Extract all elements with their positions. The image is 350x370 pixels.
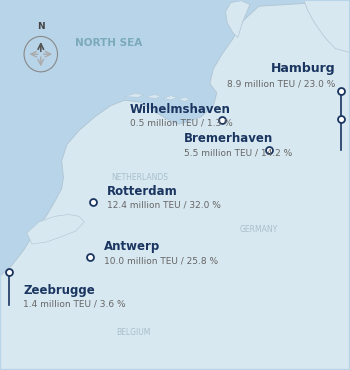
Text: 5.5 million TEU / 14.2 %: 5.5 million TEU / 14.2 % — [184, 148, 292, 157]
Text: Hamburg: Hamburg — [271, 63, 335, 75]
Text: Antwerp: Antwerp — [104, 240, 160, 253]
Polygon shape — [304, 1, 349, 52]
Polygon shape — [225, 1, 250, 38]
Text: 8.9 million TEU / 23.0 %: 8.9 million TEU / 23.0 % — [227, 79, 335, 88]
Text: GERMANY: GERMANY — [239, 225, 278, 234]
Text: NORTH SEA: NORTH SEA — [75, 38, 142, 48]
Text: 0.5 million TEU / 1.3 %: 0.5 million TEU / 1.3 % — [130, 118, 232, 128]
Polygon shape — [125, 94, 144, 97]
Polygon shape — [145, 95, 161, 98]
Text: Bremerhaven: Bremerhaven — [184, 132, 273, 145]
Text: 10.0 million TEU / 25.8 %: 10.0 million TEU / 25.8 % — [104, 256, 218, 265]
Text: NETHERLANDS: NETHERLANDS — [112, 173, 169, 182]
Text: Wilhelmshaven: Wilhelmshaven — [130, 103, 231, 116]
Text: 1.4 million TEU / 3.6 %: 1.4 million TEU / 3.6 % — [23, 299, 126, 308]
Text: Rotterdam: Rotterdam — [107, 185, 178, 198]
Polygon shape — [178, 97, 190, 101]
Polygon shape — [27, 215, 84, 244]
Polygon shape — [163, 96, 177, 100]
Text: N: N — [37, 22, 44, 31]
Text: BELGIUM: BELGIUM — [116, 328, 150, 337]
Text: 12.4 million TEU / 32.0 %: 12.4 million TEU / 32.0 % — [107, 201, 221, 209]
Text: Zeebrugge: Zeebrugge — [23, 283, 95, 296]
